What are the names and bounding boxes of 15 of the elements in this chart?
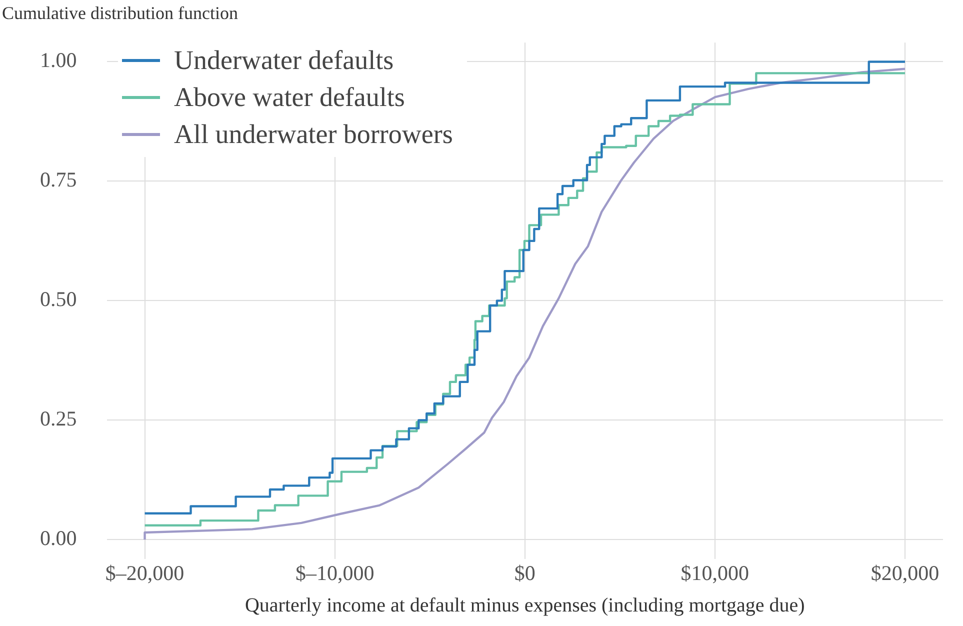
x-tick-label: $0 (514, 560, 536, 585)
y-tick-label: 0.25 (40, 406, 77, 431)
x-tick-label: $10,000 (680, 560, 750, 585)
legend-label: Underwater defaults (174, 45, 394, 76)
y-tick-label: 0.00 (40, 526, 77, 550)
legend-label: Above water defaults (174, 82, 405, 113)
legend-label: All underwater borrowers (174, 119, 453, 150)
x-axis-title: Quarterly income at default minus expenses (including mortgage due) (244, 594, 805, 616)
x-tick-label: $–10,000 (295, 560, 374, 585)
y-axis-title: Cumulative distribution function (2, 3, 238, 24)
x-tick-label: $20,000 (870, 560, 940, 585)
y-tick-label: 0.75 (40, 168, 77, 192)
y-tick-label: 1.00 (40, 48, 77, 72)
y-tick-label: 0.50 (40, 287, 77, 312)
x-tick-label: $–20,000 (105, 560, 184, 585)
